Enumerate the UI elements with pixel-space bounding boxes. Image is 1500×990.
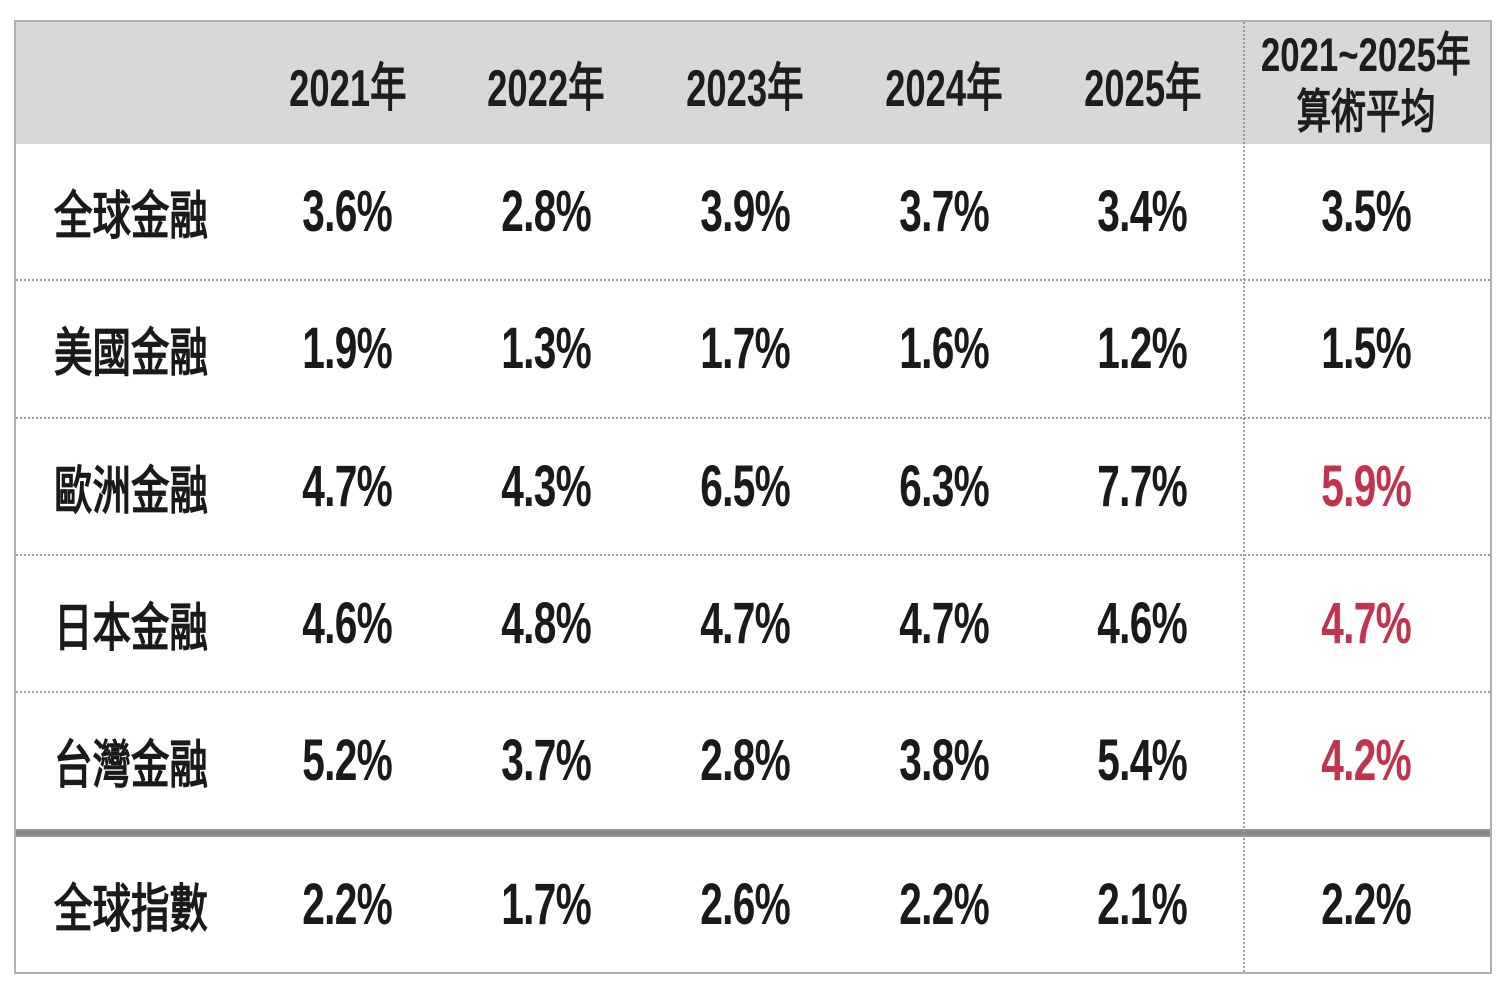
cell-value: 2.2%: [898, 871, 989, 937]
cell-value: 2.8%: [700, 728, 790, 794]
table-row-taiwan-financials: 台灣金融 5.2% 3.7% 2.8% 3.8% 5.4% 4.2%: [16, 691, 1490, 829]
header-corner-cell: [16, 22, 248, 144]
header-year-2025: 2025年: [1043, 22, 1242, 144]
cell-value: 1.3%: [501, 316, 592, 382]
thick-separator-line: [16, 828, 1490, 837]
cell-value: 2.8%: [501, 179, 592, 245]
cell-value: 1.7%: [700, 316, 790, 382]
row-label: 台灣金融: [54, 737, 208, 796]
cell-value: 7.7%: [1097, 453, 1188, 519]
cell-value: 4.7%: [700, 591, 790, 657]
cell-value: 6.5%: [700, 453, 790, 519]
header-average-method-label: 算術平均: [1296, 85, 1436, 138]
cell-value: 4.8%: [501, 591, 592, 657]
table-row-us-financials: 美國金融 1.9% 1.3% 1.7% 1.6% 1.2% 1.5%: [16, 279, 1490, 417]
cell-value: 4.7%: [302, 453, 393, 519]
cell-value: 5.4%: [1097, 728, 1188, 794]
cell-value: 2.6%: [700, 871, 790, 937]
cell-value: 3.7%: [898, 179, 989, 245]
cell-value: 3.4%: [1097, 179, 1188, 245]
cell-value: 1.2%: [1097, 316, 1188, 382]
cell-value: 3.7%: [501, 728, 592, 794]
cell-average-highlighted: 4.7%: [1321, 591, 1411, 657]
table-row-global-financials: 全球金融 3.6% 2.8% 3.9% 3.7% 3.4% 3.5%: [16, 144, 1490, 280]
table-header-row: 2021年 2022年 2023年 2024年 2025年 2021~2025年…: [16, 22, 1490, 144]
cell-value: 4.6%: [1097, 591, 1188, 657]
row-label: 全球金融: [54, 188, 208, 247]
cell-average-highlighted: 4.2%: [1321, 728, 1411, 794]
table-row-japan-financials: 日本金融 4.6% 4.8% 4.7% 4.7% 4.6% 4.7%: [16, 553, 1490, 692]
cell-value: 5.2%: [302, 728, 393, 794]
header-year-2023: 2023年: [646, 22, 845, 144]
header-year-2021: 2021年: [248, 22, 447, 144]
table-row-global-index: 全球指數 2.2% 1.7% 2.6% 2.2% 2.1% 2.2%: [16, 836, 1490, 972]
cell-value: 6.3%: [898, 453, 989, 519]
cell-value: 4.7%: [898, 591, 989, 657]
cell-value: 3.8%: [898, 728, 989, 794]
cell-value: 4.6%: [302, 591, 393, 657]
header-year-label: 2024年: [885, 59, 1003, 118]
cell-value: 1.7%: [501, 871, 592, 937]
cell-average-highlighted: 5.9%: [1321, 453, 1411, 519]
cell-average: 2.2%: [1321, 871, 1411, 937]
cell-value: 1.6%: [898, 316, 989, 382]
financial-returns-table: 2021年 2022年 2023年 2024年 2025年 2021~2025年…: [14, 20, 1492, 974]
cell-value: 2.2%: [302, 871, 393, 937]
cell-value: 1.9%: [302, 316, 393, 382]
header-year-label: 2025年: [1083, 59, 1202, 118]
header-year-2024: 2024年: [844, 22, 1043, 144]
cell-value: 4.3%: [501, 453, 592, 519]
header-year-label: 2023年: [686, 59, 804, 118]
cell-value: 3.6%: [302, 179, 393, 245]
header-average-column: 2021~2025年 算術平均: [1242, 22, 1490, 144]
header-year-label: 2022年: [487, 59, 605, 118]
row-label: 歐洲金融: [54, 462, 208, 521]
row-label: 美國金融: [54, 325, 208, 384]
row-label: 日本金融: [54, 600, 208, 659]
cell-value: 3.9%: [700, 179, 790, 245]
cell-average: 1.5%: [1321, 316, 1411, 382]
cell-value: 2.1%: [1097, 871, 1188, 937]
table-row-europe-financials: 歐洲金融 4.7% 4.3% 6.5% 6.3% 7.7% 5.9%: [16, 416, 1490, 554]
header-average-range-label: 2021~2025年: [1261, 27, 1471, 81]
row-label: 全球指數: [54, 880, 208, 939]
header-year-2022: 2022年: [447, 22, 646, 144]
cell-average: 3.5%: [1321, 179, 1411, 245]
header-year-label: 2021年: [288, 59, 407, 118]
